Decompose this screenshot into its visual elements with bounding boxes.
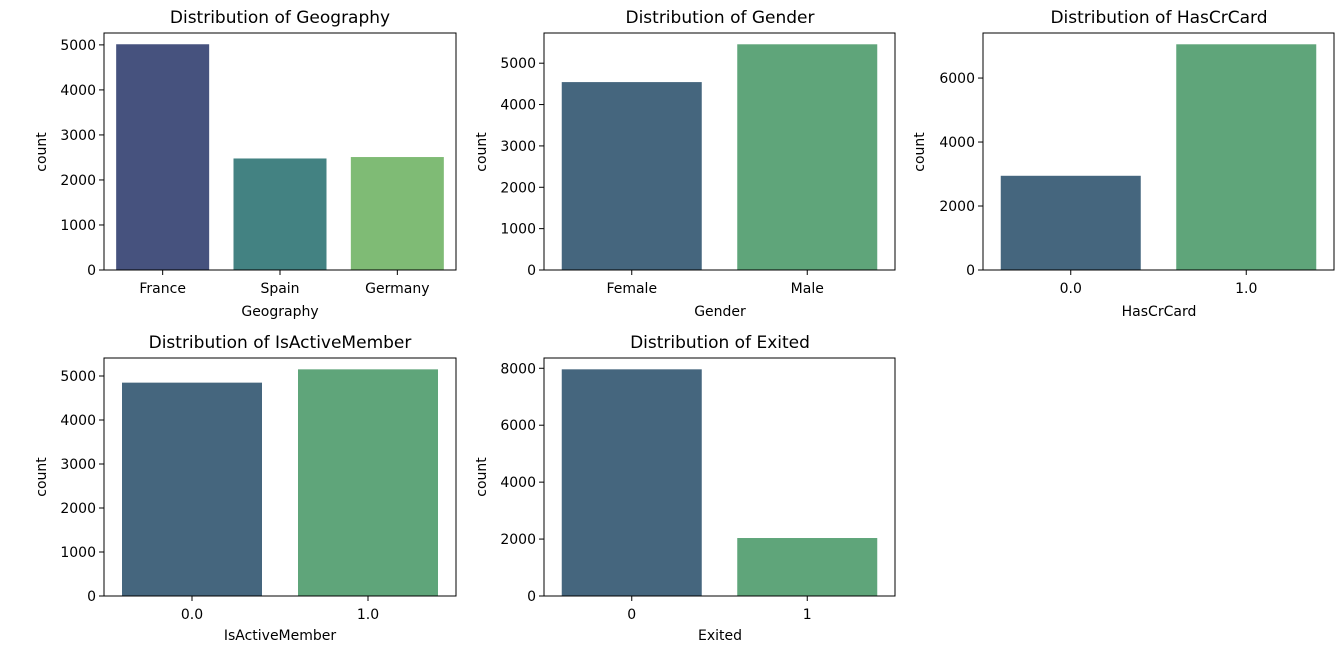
plot-area: 0 1000 2000 3000 4000 5000 Female Male xyxy=(500,32,896,297)
y-tick-label: 5000 xyxy=(60,369,96,385)
chart-title: Distribution of HasCrCard xyxy=(1050,8,1267,28)
x-tick-label: 0.0 xyxy=(181,607,203,623)
y-tick-label: 2000 xyxy=(60,173,96,189)
y-tick-label: 0 xyxy=(966,263,975,279)
x-tick-label: 0.0 xyxy=(1060,281,1082,297)
bar-france xyxy=(116,44,210,270)
bar-0-0 xyxy=(1000,175,1141,270)
bar-1-0 xyxy=(1176,44,1317,270)
y-tick-label: 1000 xyxy=(60,545,96,561)
y-tick-label: 6000 xyxy=(939,71,975,87)
y-tick-label: 4000 xyxy=(939,135,975,151)
subplot-geography: Distribution of Geography Geography coun… xyxy=(34,8,457,320)
y-tick-label: 1000 xyxy=(60,218,96,234)
y-tick-label: 2000 xyxy=(60,501,96,517)
x-tick-label: Spain xyxy=(260,281,299,297)
x-axis-label: IsActiveMember xyxy=(224,628,337,644)
plot-area: 0 2000 4000 6000 8000 0 1 xyxy=(500,357,896,623)
bar-1-0 xyxy=(298,369,438,596)
axes-frame xyxy=(103,357,457,597)
y-tick-label: 2000 xyxy=(500,180,536,196)
y-tick-label: 5000 xyxy=(500,56,536,72)
chart-title: Distribution of Gender xyxy=(625,8,814,28)
bar-male xyxy=(737,44,878,270)
y-axis-label: count xyxy=(474,457,490,497)
y-axis-label: count xyxy=(474,132,490,172)
chart-title: Distribution of IsActiveMember xyxy=(149,333,412,353)
y-axis-label: count xyxy=(34,132,50,172)
x-tick-label: 1.0 xyxy=(357,607,379,623)
subplot-gender: Distribution of Gender Gender count 0 100… xyxy=(474,8,896,320)
y-tick-label: 8000 xyxy=(500,361,536,377)
plot-area: 0 1000 2000 3000 4000 5000 France Spain Germany xyxy=(60,32,457,297)
x-axis-label: Gender xyxy=(694,304,746,320)
axes-frame xyxy=(982,32,1335,271)
y-tick-label: 4000 xyxy=(60,413,96,429)
x-tick-label: France xyxy=(139,281,186,297)
y-tick-label: 0 xyxy=(527,589,536,605)
y-tick-label: 6000 xyxy=(500,418,536,434)
bar-germany xyxy=(350,157,444,270)
y-tick-label: 5000 xyxy=(60,38,96,54)
y-tick-label: 2000 xyxy=(939,199,975,215)
y-axis-label: count xyxy=(912,132,928,172)
bar-spain xyxy=(233,158,327,270)
axes-frame xyxy=(543,357,896,597)
x-axis-label: HasCrCard xyxy=(1122,304,1197,320)
x-tick-label: 1 xyxy=(803,607,812,623)
x-axis-label: Exited xyxy=(698,628,742,644)
y-tick-label: 3000 xyxy=(60,128,96,144)
y-tick-label: 0 xyxy=(87,589,96,605)
y-tick-label: 3000 xyxy=(500,139,536,155)
y-tick-label: 4000 xyxy=(60,83,96,99)
y-tick-label: 4000 xyxy=(500,98,536,114)
chart-title: Distribution of Geography xyxy=(170,8,390,28)
x-tick-label: Male xyxy=(791,281,824,297)
y-axis-label: count xyxy=(34,457,50,497)
subplot-isactivemember: Distribution of IsActiveMember IsActiveM… xyxy=(34,333,457,644)
plot-area: 0 1000 2000 3000 4000 5000 0.0 1.0 xyxy=(60,357,457,623)
x-tick-label: 0 xyxy=(627,607,636,623)
y-tick-label: 0 xyxy=(527,263,536,279)
x-tick-label: Germany xyxy=(365,281,429,297)
x-tick-label: Female xyxy=(606,281,657,297)
bar-0 xyxy=(561,369,702,596)
y-tick-label: 4000 xyxy=(500,475,536,491)
bar-1 xyxy=(737,538,878,596)
y-tick-label: 0 xyxy=(87,263,96,279)
chart-title: Distribution of Exited xyxy=(630,333,810,353)
x-tick-label: 1.0 xyxy=(1235,281,1257,297)
y-tick-label: 2000 xyxy=(500,532,536,548)
bar-female xyxy=(561,82,702,270)
plot-area: 0 2000 4000 6000 0.0 1.0 xyxy=(939,32,1335,297)
subplot-hascrcard: Distribution of HasCrCard HasCrCard coun… xyxy=(912,8,1335,320)
bar-0-0 xyxy=(122,382,262,596)
subplot-exited: Distribution of Exited Exited count 0 200… xyxy=(474,333,896,644)
axes-frame xyxy=(543,32,896,271)
y-tick-label: 1000 xyxy=(500,222,536,238)
y-tick-label: 3000 xyxy=(60,457,96,473)
x-axis-label: Geography xyxy=(241,304,318,320)
